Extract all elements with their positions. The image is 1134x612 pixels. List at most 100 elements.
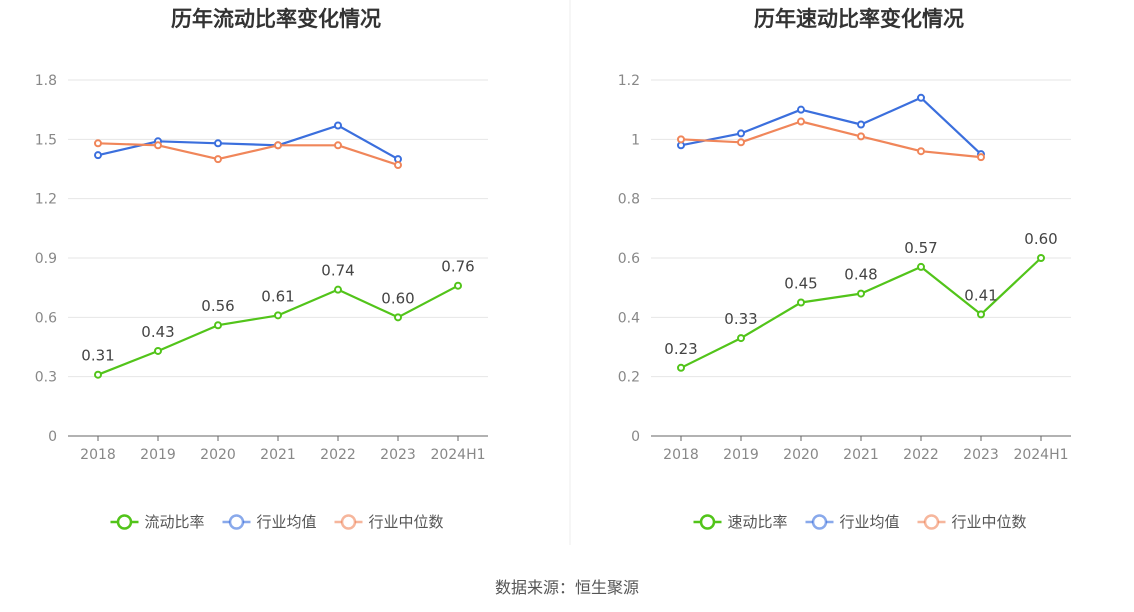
data-point[interactable]: [1037, 254, 1045, 262]
data-label: 0.31: [81, 347, 114, 365]
data-point[interactable]: [214, 155, 222, 164]
legend-label: 速动比率: [728, 513, 788, 531]
quick-ratio-chart: 历年速动比率变化情况 0 0.2 0.4 0.6 0.8 1 1.2 2018 2019 2020 2…: [618, 7, 1071, 531]
y-tick-label: 0.2: [618, 370, 640, 386]
data-point[interactable]: [214, 139, 222, 148]
x-tick-label: 2022: [320, 447, 356, 463]
data-label: 0.56: [201, 297, 234, 315]
legend-marker: [116, 514, 133, 530]
chart-title: 历年流动比率变化情况: [171, 7, 381, 31]
data-source-note: 数据来源：恒生聚源: [494, 578, 639, 597]
y-tick-label: 0: [48, 429, 57, 445]
series-line: [680, 120, 982, 159]
data-point[interactable]: [977, 310, 985, 319]
data-label: 0.48: [844, 266, 877, 284]
legend-label: 行业均值: [257, 513, 317, 531]
y-tick-label: 1.5: [35, 132, 57, 148]
legend-marker: [699, 514, 716, 530]
legend-label: 行业均值: [840, 513, 900, 531]
y-tick-label: 0.4: [618, 310, 640, 326]
legend-item[interactable]: 行业均值: [222, 513, 317, 531]
legend-marker: [923, 514, 940, 530]
x-tick-label: 2018: [80, 447, 116, 463]
x-tick-label: 2021: [260, 447, 296, 463]
x-tick-label: 2023: [380, 447, 416, 463]
y-tick-label: 0.6: [35, 310, 57, 326]
data-point[interactable]: [737, 334, 745, 343]
y-tick-label: 1.8: [35, 73, 57, 89]
data-point[interactable]: [454, 281, 462, 290]
data-point[interactable]: [334, 121, 342, 130]
data-label: 0.43: [141, 323, 174, 341]
x-tick-label: 2020: [783, 447, 819, 463]
data-point[interactable]: [94, 370, 102, 379]
data-label: 0.74: [321, 262, 354, 280]
data-label: 0.61: [261, 287, 294, 305]
legend-marker: [340, 514, 357, 530]
y-tick-label: 0.9: [35, 251, 57, 267]
data-point[interactable]: [94, 151, 102, 160]
series-line: [97, 124, 399, 161]
legend-item[interactable]: 行业中位数: [917, 513, 1027, 531]
y-tick-label: 0.8: [618, 192, 640, 208]
data-point[interactable]: [677, 363, 685, 372]
legend-item[interactable]: 流动比率: [110, 513, 205, 531]
data-label: 0.23: [664, 340, 697, 358]
data-point[interactable]: [737, 138, 745, 147]
data-label: 0.41: [964, 286, 997, 304]
x-tick-label: 2019: [723, 447, 759, 463]
data-point[interactable]: [274, 311, 282, 320]
x-tick-label: 2022: [903, 447, 939, 463]
y-tick-label: 0: [631, 429, 640, 445]
data-point[interactable]: [797, 298, 805, 307]
data-point[interactable]: [977, 153, 985, 162]
y-tick-label: 1: [631, 132, 640, 148]
data-label: 0.33: [724, 310, 757, 328]
y-tick-label: 1.2: [35, 192, 57, 208]
data-label: 0.60: [1024, 230, 1057, 248]
y-tick-label: 1.2: [618, 73, 640, 89]
data-point[interactable]: [857, 289, 865, 298]
data-point[interactable]: [917, 147, 925, 156]
data-point[interactable]: [334, 285, 342, 294]
legend-label: 流动比率: [145, 513, 205, 531]
legend-item[interactable]: 速动比率: [693, 513, 788, 531]
data-point[interactable]: [94, 139, 102, 148]
data-point[interactable]: [394, 161, 402, 170]
legend-item[interactable]: 行业中位数: [334, 513, 444, 531]
legend-label: 行业中位数: [369, 513, 444, 531]
x-tick-label: 2020: [200, 447, 236, 463]
current-ratio-chart: 历年流动比率变化情况 0 0.3 0.6 0.9 1.2 1.5 1.8 2018 2019 202…: [35, 7, 488, 531]
data-point[interactable]: [857, 120, 865, 129]
data-point[interactable]: [797, 117, 805, 126]
x-tick-label: 2024H1: [1013, 447, 1068, 463]
x-tick-label: 2018: [663, 447, 699, 463]
data-point[interactable]: [797, 105, 805, 114]
x-tick-label: 2019: [140, 447, 176, 463]
series-line: [97, 142, 399, 167]
data-point[interactable]: [737, 129, 745, 138]
legend-marker: [228, 514, 245, 530]
data-label: 0.60: [381, 289, 414, 307]
data-point[interactable]: [334, 141, 342, 150]
legend-item[interactable]: 行业均值: [805, 513, 900, 531]
data-point[interactable]: [677, 135, 685, 144]
data-point[interactable]: [214, 321, 222, 330]
data-point[interactable]: [917, 93, 925, 102]
y-tick-label: 0.3: [35, 370, 57, 386]
y-tick-label: 0.6: [618, 251, 640, 267]
x-tick-label: 2024H1: [430, 447, 485, 463]
legend-label: 行业中位数: [952, 513, 1027, 531]
data-point[interactable]: [394, 313, 402, 322]
data-point[interactable]: [274, 141, 282, 150]
chart-title: 历年速动比率变化情况: [754, 7, 964, 31]
legend-marker: [811, 514, 828, 530]
x-tick-label: 2023: [963, 447, 999, 463]
series-line: [680, 96, 982, 156]
data-label: 0.76: [441, 258, 474, 276]
data-point[interactable]: [857, 132, 865, 141]
data-point[interactable]: [154, 346, 162, 355]
data-point[interactable]: [917, 262, 925, 271]
data-point[interactable]: [154, 141, 162, 150]
